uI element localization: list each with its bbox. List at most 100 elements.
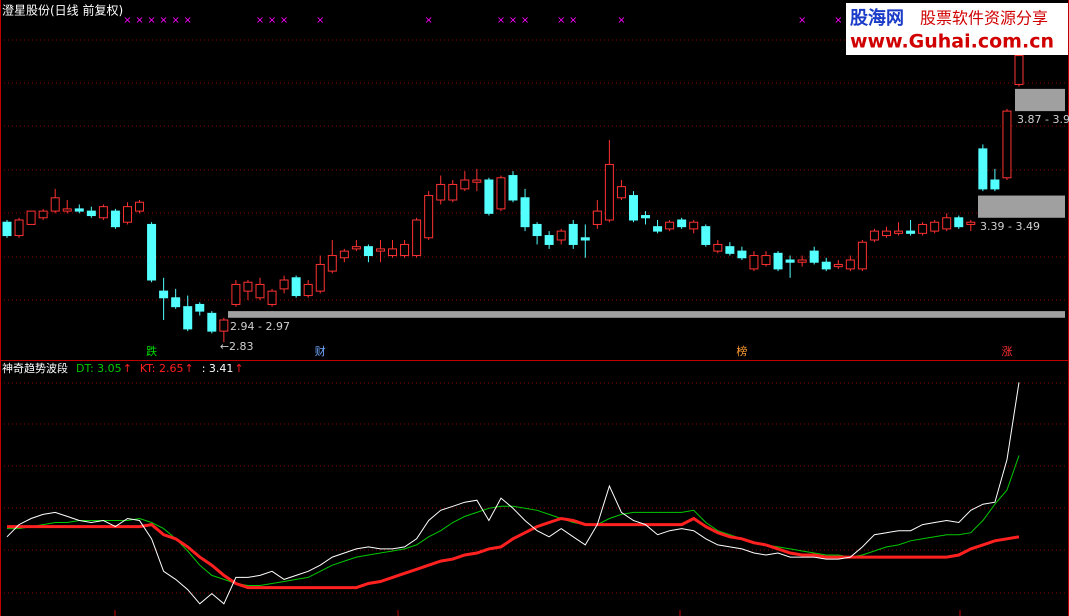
signal: ×: [256, 15, 264, 26]
candle-body: [628, 195, 638, 221]
candle-body: [472, 179, 482, 183]
signal: ×: [798, 15, 806, 26]
legend-arrow: ↑: [184, 362, 193, 375]
candle-body: [448, 183, 458, 201]
candle-body: [930, 221, 940, 232]
candle-body: [869, 230, 879, 241]
candle-body: [689, 221, 699, 230]
candle-body: [207, 312, 217, 332]
candle-body: [303, 283, 313, 297]
candle-body: [86, 210, 96, 217]
candle-body: [701, 226, 711, 245]
candle-body: [966, 221, 976, 225]
watermark-url: www.Guhai.com.cn: [850, 31, 1054, 53]
candle-body: [388, 248, 398, 257]
candle-body: [990, 179, 1000, 190]
candle-body: [98, 206, 108, 219]
candle-body: [604, 163, 614, 221]
band-label: 2.94 - 2.97: [230, 320, 290, 333]
candle-body: [351, 246, 361, 250]
candle-body: [484, 179, 494, 214]
candle-body: [797, 259, 807, 263]
candle-body: [2, 221, 12, 237]
candle-body: [1002, 110, 1012, 179]
candle-body: [978, 148, 988, 190]
candle-body: [339, 250, 349, 259]
candle-body: [942, 217, 952, 230]
candle-body: [1014, 55, 1024, 85]
candle-body: [110, 210, 120, 228]
signal: ×: [521, 15, 529, 26]
candle-body: [737, 250, 747, 259]
signal: ×: [159, 15, 167, 26]
candle-body: [147, 223, 157, 281]
candle-body: [773, 252, 783, 270]
candle-body: [412, 219, 422, 257]
candle-body: [231, 283, 241, 305]
candle-body: [894, 230, 904, 234]
candle-body: [363, 246, 373, 257]
signal: ×: [147, 15, 155, 26]
watermark-site: 股海网: [849, 7, 904, 29]
candle-body: [159, 290, 169, 299]
chart-title: 澄星股份(日线 前复权): [2, 3, 123, 18]
signal: ×: [316, 15, 324, 26]
candle-body: [833, 263, 843, 268]
legend-label: : 3.41: [202, 362, 234, 375]
low-label: ←2.83: [220, 340, 254, 353]
candle-body: [592, 210, 602, 225]
candle-body: [62, 208, 72, 212]
candle-body: [580, 237, 590, 241]
candle-body: [38, 210, 48, 219]
band-label: 3.87 - 3.9: [1017, 113, 1069, 126]
candle-body: [50, 197, 60, 212]
legend-arrow: ↑: [234, 362, 243, 375]
candle-body: [135, 201, 145, 212]
legend-arrow: ↑: [123, 362, 132, 375]
candle-body: [375, 248, 385, 252]
signal: ×: [280, 15, 288, 26]
candle-body: [400, 243, 410, 257]
signal: ×: [424, 15, 432, 26]
candle-body: [195, 303, 205, 312]
candle-body: [677, 219, 687, 228]
candle-body: [556, 230, 566, 241]
signal: ×: [834, 15, 842, 26]
candle-body: [436, 183, 446, 201]
event-label: 财: [315, 344, 326, 358]
legend-label: DT: 3.05: [76, 362, 122, 375]
indicator-line: [6, 382, 1020, 605]
watermark-slogan: 股票软件资源分享: [920, 9, 1048, 28]
candle-body: [460, 179, 470, 190]
candle-body: [713, 243, 723, 252]
band-label: 3.39 - 3.49: [980, 220, 1040, 233]
legend-label: KT: 2.65: [140, 362, 184, 375]
candle-body: [749, 255, 759, 270]
candle-body: [725, 246, 735, 254]
marks: 澄星股份(日线 前复权) 2.94 - 2.97 3.39 - 3.49 3.87 -…: [2, 3, 1069, 605]
candle-body: [616, 186, 626, 199]
candle-body: [665, 221, 675, 230]
candle-body: [14, 219, 24, 237]
candle-body: [761, 255, 771, 265]
candle-body: [641, 215, 651, 219]
candle-body: [183, 306, 193, 330]
candle-body: [568, 223, 578, 245]
candle-body: [496, 177, 506, 210]
watermark-box: [846, 3, 1068, 55]
candle-body: [171, 297, 181, 308]
signal: ×: [557, 15, 565, 26]
candle-body: [906, 230, 916, 234]
candle-body: [653, 226, 663, 232]
candle-body: [327, 255, 337, 272]
candle-body: [243, 281, 253, 292]
candle-body: [544, 235, 554, 245]
event-label: 涨: [1001, 345, 1012, 358]
candle-body: [122, 206, 132, 223]
event-label: 跌: [146, 344, 157, 358]
price-band: [978, 195, 1065, 218]
candle-body: [845, 259, 855, 270]
